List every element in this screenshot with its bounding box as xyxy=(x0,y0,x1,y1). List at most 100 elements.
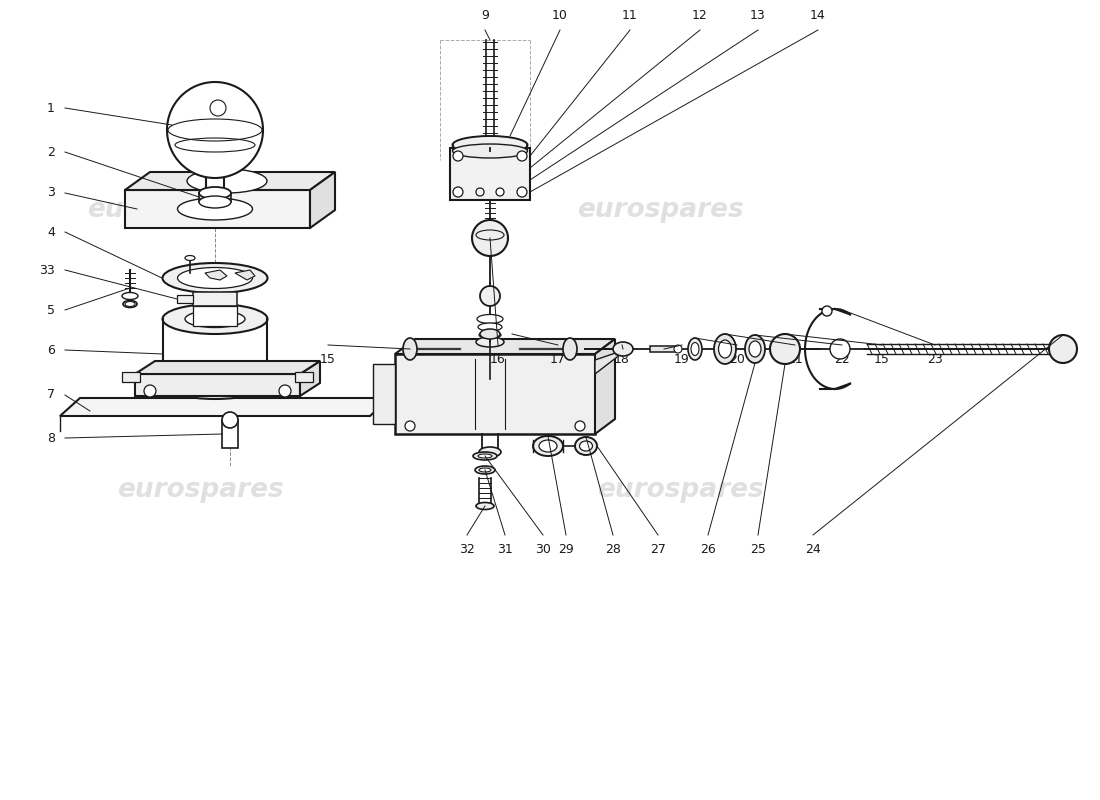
Ellipse shape xyxy=(163,369,267,399)
Bar xyxy=(222,420,238,448)
Text: 1: 1 xyxy=(47,102,55,114)
Ellipse shape xyxy=(476,502,494,510)
Circle shape xyxy=(822,306,832,316)
Ellipse shape xyxy=(125,302,135,306)
Text: 28: 28 xyxy=(605,543,620,556)
Ellipse shape xyxy=(452,144,528,158)
Circle shape xyxy=(770,334,800,364)
Text: 3: 3 xyxy=(47,186,55,199)
Ellipse shape xyxy=(123,301,138,307)
Polygon shape xyxy=(595,347,630,374)
Ellipse shape xyxy=(452,136,528,154)
Text: eurospares: eurospares xyxy=(596,477,763,503)
Bar xyxy=(295,372,313,382)
Circle shape xyxy=(167,82,263,178)
Bar xyxy=(650,346,678,352)
Polygon shape xyxy=(135,374,300,396)
Polygon shape xyxy=(60,398,390,416)
Text: 15: 15 xyxy=(874,353,890,366)
Ellipse shape xyxy=(478,468,491,472)
Circle shape xyxy=(496,188,504,196)
Text: 33: 33 xyxy=(40,263,55,277)
Circle shape xyxy=(575,421,585,431)
Ellipse shape xyxy=(168,119,262,141)
Text: 10: 10 xyxy=(552,9,568,22)
Ellipse shape xyxy=(403,338,417,360)
Circle shape xyxy=(476,188,484,196)
Text: 2: 2 xyxy=(47,146,55,158)
Text: 21: 21 xyxy=(788,353,803,366)
Polygon shape xyxy=(395,339,615,354)
Text: 27: 27 xyxy=(650,543,666,556)
Polygon shape xyxy=(125,172,336,190)
Ellipse shape xyxy=(613,342,632,356)
Text: 24: 24 xyxy=(805,543,821,556)
Ellipse shape xyxy=(688,338,702,360)
Polygon shape xyxy=(235,270,255,280)
Ellipse shape xyxy=(563,338,578,360)
Circle shape xyxy=(405,421,415,431)
Text: 7: 7 xyxy=(47,389,55,402)
Text: 4: 4 xyxy=(47,226,55,238)
Ellipse shape xyxy=(478,323,502,331)
Ellipse shape xyxy=(122,293,138,299)
Ellipse shape xyxy=(185,310,245,327)
Ellipse shape xyxy=(473,452,497,460)
Text: 6: 6 xyxy=(47,343,55,357)
Text: 23: 23 xyxy=(927,353,943,366)
Ellipse shape xyxy=(177,267,253,289)
Ellipse shape xyxy=(745,335,764,363)
Ellipse shape xyxy=(185,255,195,261)
Polygon shape xyxy=(205,270,227,280)
Ellipse shape xyxy=(475,466,495,474)
Ellipse shape xyxy=(534,436,563,456)
Text: 20: 20 xyxy=(729,353,745,366)
Text: 31: 31 xyxy=(497,543,513,556)
Text: 5: 5 xyxy=(47,303,55,317)
Ellipse shape xyxy=(163,304,267,334)
Bar xyxy=(192,292,236,306)
Text: 13: 13 xyxy=(750,9,766,22)
Circle shape xyxy=(144,385,156,397)
Text: 15: 15 xyxy=(320,353,336,366)
Text: eurospares: eurospares xyxy=(117,477,284,503)
Text: 30: 30 xyxy=(535,543,551,556)
Circle shape xyxy=(1049,335,1077,363)
Circle shape xyxy=(472,220,508,256)
Polygon shape xyxy=(125,190,310,228)
Polygon shape xyxy=(300,361,320,396)
Text: 32: 32 xyxy=(459,543,475,556)
Text: 19: 19 xyxy=(674,353,690,366)
Text: 26: 26 xyxy=(700,543,716,556)
Text: 22: 22 xyxy=(834,353,850,366)
Ellipse shape xyxy=(199,187,231,199)
Text: 14: 14 xyxy=(810,9,826,22)
Text: 29: 29 xyxy=(558,543,574,556)
Polygon shape xyxy=(310,172,336,228)
Text: 9: 9 xyxy=(481,9,488,22)
Circle shape xyxy=(453,151,463,161)
Ellipse shape xyxy=(580,441,593,451)
Text: 11: 11 xyxy=(623,9,638,22)
Text: 12: 12 xyxy=(692,9,708,22)
Text: 18: 18 xyxy=(614,353,630,366)
Ellipse shape xyxy=(163,263,267,293)
Ellipse shape xyxy=(691,342,698,355)
Ellipse shape xyxy=(177,198,253,220)
Ellipse shape xyxy=(187,169,267,193)
Ellipse shape xyxy=(478,454,492,458)
Ellipse shape xyxy=(539,440,557,452)
Text: 25: 25 xyxy=(750,543,766,556)
Ellipse shape xyxy=(575,437,597,455)
Circle shape xyxy=(830,339,850,359)
Ellipse shape xyxy=(718,340,732,358)
Ellipse shape xyxy=(478,331,500,338)
Circle shape xyxy=(222,412,238,428)
Bar xyxy=(122,372,140,382)
Polygon shape xyxy=(135,361,320,374)
Circle shape xyxy=(674,345,682,353)
Bar xyxy=(177,295,192,303)
Circle shape xyxy=(517,187,527,197)
Ellipse shape xyxy=(199,196,231,208)
Circle shape xyxy=(480,286,501,306)
